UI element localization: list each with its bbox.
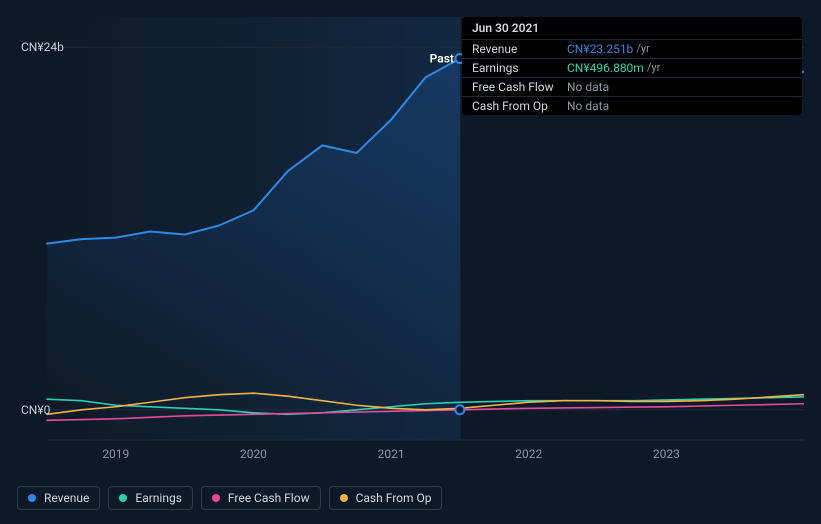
- legend-label: Free Cash Flow: [228, 491, 310, 505]
- legend-label: Cash From Op: [356, 491, 432, 505]
- legend-item-earnings[interactable]: Earnings: [108, 486, 193, 510]
- svg-text:2022: 2022: [515, 447, 542, 461]
- svg-text:CN¥24b: CN¥24b: [21, 40, 64, 54]
- tooltip-header: Jun 30 2021: [462, 17, 802, 39]
- tooltip-row-label: Earnings: [472, 61, 567, 75]
- svg-text:2019: 2019: [102, 447, 129, 461]
- svg-text:2023: 2023: [653, 447, 680, 461]
- tooltip-row-label: Cash From Op: [472, 99, 567, 113]
- tooltip-row-unit: /yr: [636, 42, 649, 56]
- legend-dot-icon: [28, 494, 36, 502]
- svg-text:CN¥0: CN¥0: [21, 403, 51, 417]
- svg-text:2021: 2021: [378, 447, 405, 461]
- legend-item-revenue[interactable]: Revenue: [17, 486, 100, 510]
- tooltip-row-label: Free Cash Flow: [472, 80, 567, 94]
- legend-item-fcf[interactable]: Free Cash Flow: [201, 486, 321, 510]
- tooltip-row: Free Cash FlowNo data: [462, 77, 802, 96]
- tooltip-row-unit: /yr: [647, 61, 660, 75]
- tooltip-row-label: Revenue: [472, 42, 567, 56]
- legend-dot-icon: [119, 494, 127, 502]
- tooltip-row: Cash From OpNo data: [462, 96, 802, 115]
- svg-text:2020: 2020: [240, 447, 267, 461]
- tooltip: Jun 30 2021 RevenueCN¥23.251b/yrEarnings…: [462, 17, 802, 115]
- tooltip-row-nodata: No data: [567, 80, 609, 94]
- legend-dot-icon: [340, 494, 348, 502]
- tooltip-row-value: CN¥23.251b: [567, 42, 633, 56]
- tooltip-row-value: CN¥496.880m: [567, 61, 644, 75]
- legend-dot-icon: [212, 494, 220, 502]
- svg-text:Past: Past: [430, 52, 454, 66]
- legend-label: Revenue: [44, 491, 89, 505]
- legend-item-cfo[interactable]: Cash From Op: [329, 486, 443, 510]
- tooltip-row: RevenueCN¥23.251b/yr: [462, 39, 802, 58]
- tooltip-row: EarningsCN¥496.880m/yr: [462, 58, 802, 77]
- legend-label: Earnings: [135, 491, 182, 505]
- tooltip-row-nodata: No data: [567, 99, 609, 113]
- legend: Revenue Earnings Free Cash Flow Cash From O…: [17, 486, 442, 510]
